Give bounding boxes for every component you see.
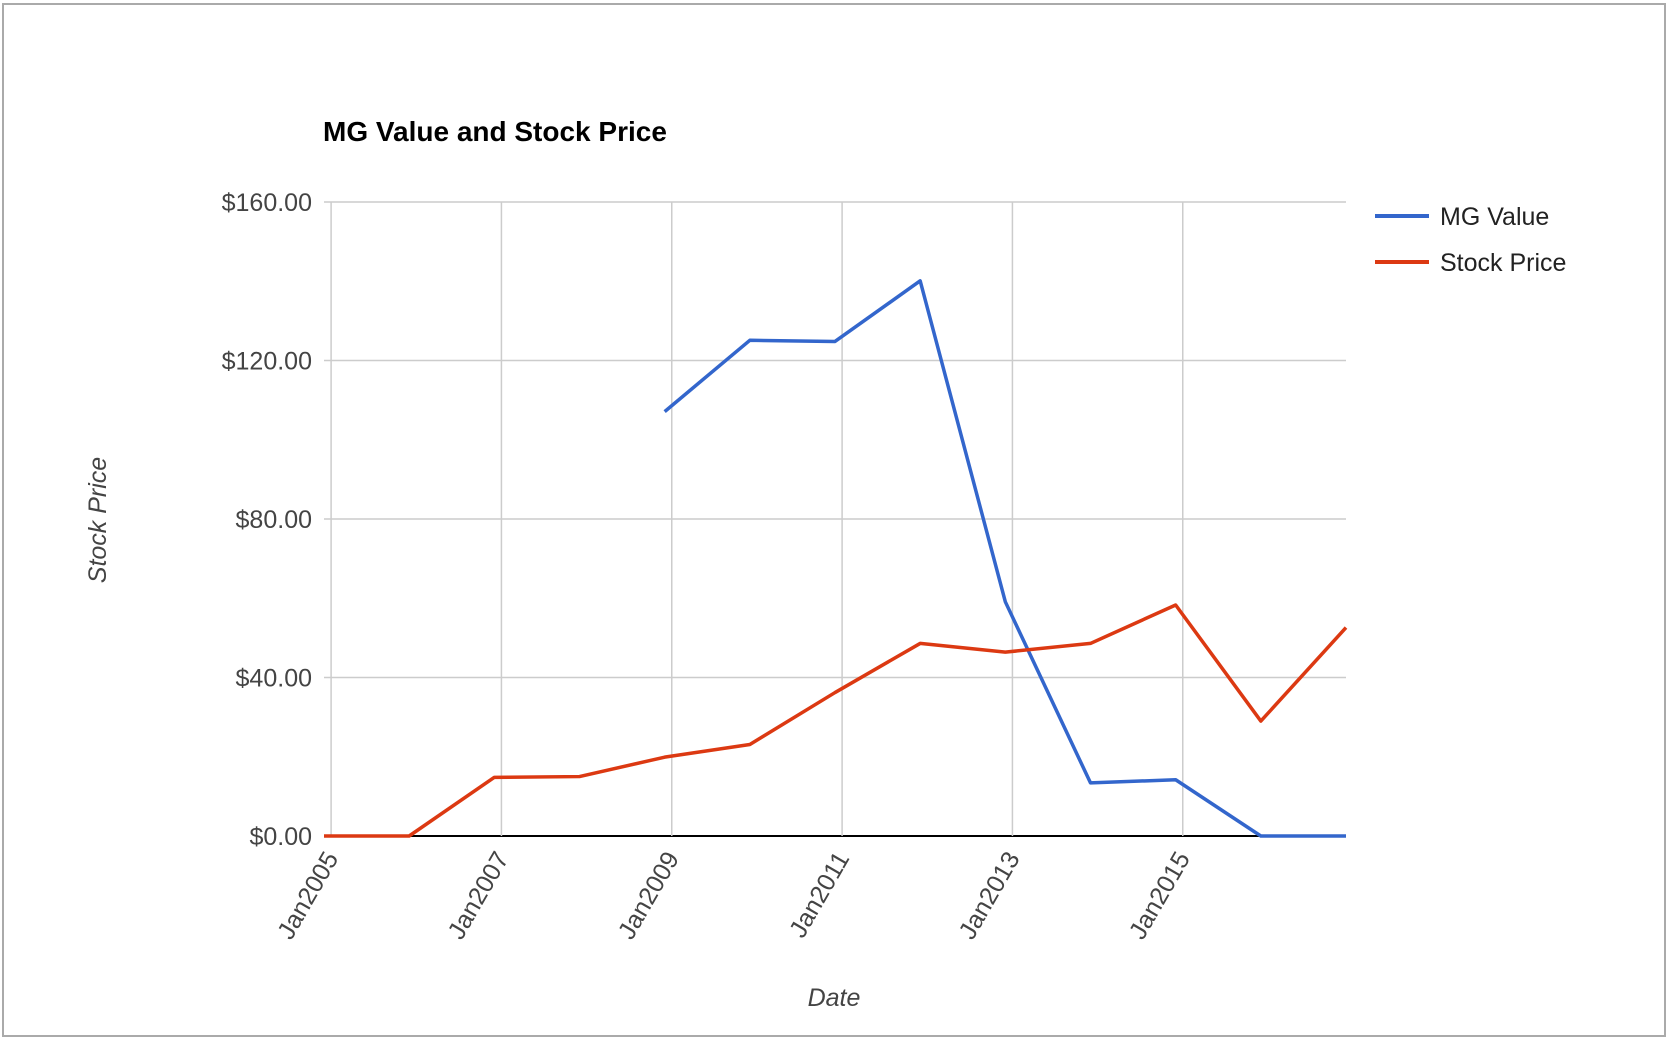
series-line — [663, 279, 1346, 838]
y-tick-label: $160.00 — [222, 189, 312, 217]
chart-title: MG Value and Stock Price — [323, 116, 667, 147]
y-axis-title: Stock Price — [84, 457, 112, 583]
x-axis-title: Date — [808, 984, 861, 1012]
legend-label: Stock Price — [1440, 249, 1566, 277]
legend-label: MG Value — [1440, 203, 1549, 231]
series-line — [324, 603, 1348, 838]
chart-frame — [2, 3, 1666, 1037]
y-tick-label: $120.00 — [222, 348, 312, 376]
y-tick-label: $80.00 — [236, 506, 312, 534]
y-tick-label: $0.00 — [249, 823, 312, 851]
y-tick-label: $40.00 — [236, 665, 312, 693]
